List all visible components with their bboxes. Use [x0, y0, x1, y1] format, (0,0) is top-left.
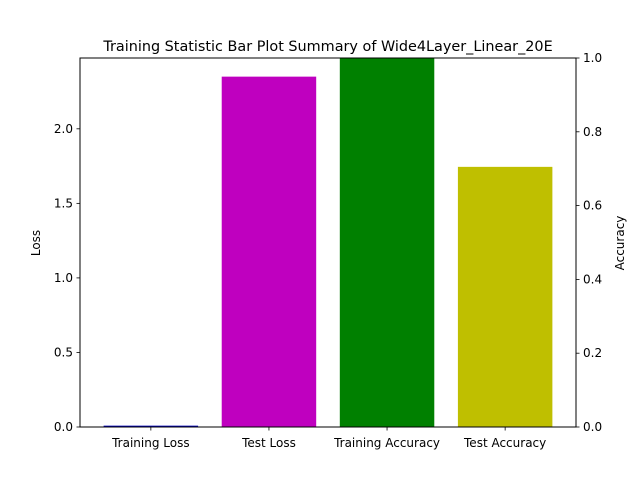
right-axis-label: Accuracy: [613, 216, 627, 271]
right-y-axis: 0.0 0.2 0.4 0.6 0.8 1.0: [576, 51, 602, 434]
right-tick-label: 0.4: [583, 272, 602, 286]
left-tick-label: 0.5: [54, 345, 73, 359]
bar-training-accuracy: [339, 58, 435, 427]
right-tick-label: 0.0: [583, 420, 602, 434]
right-tick-label: 0.6: [583, 199, 602, 213]
plot-frame: [79, 57, 577, 428]
x-tick-label: Test Accuracy: [463, 436, 546, 450]
left-axis-label: Loss: [29, 230, 43, 256]
x-tick-label: Test Loss: [241, 436, 296, 450]
left-y-axis: 0.0 0.5 1.0 1.5 2.0: [54, 122, 80, 434]
left-tick-label: 2.0: [54, 122, 73, 136]
chart-title: Training Statistic Bar Plot Summary of W…: [102, 39, 552, 55]
bars-group: [103, 58, 553, 428]
bar-test-loss: [221, 76, 317, 428]
left-tick-label: 1.5: [54, 196, 73, 210]
right-tick-label: 1.0: [583, 51, 602, 65]
right-tick-label: 0.2: [583, 346, 602, 360]
bar-training-loss: [103, 425, 199, 427]
x-axis: Training Loss Test Loss Training Accuracy T…: [111, 427, 546, 450]
x-tick-label: Training Accuracy: [333, 436, 440, 450]
x-tick-label: Training Loss: [111, 436, 189, 450]
right-tick-label: 0.8: [583, 125, 602, 139]
bar-test-accuracy: [457, 166, 553, 428]
left-tick-label: 0.0: [54, 420, 73, 434]
left-tick-label: 1.0: [54, 271, 73, 285]
